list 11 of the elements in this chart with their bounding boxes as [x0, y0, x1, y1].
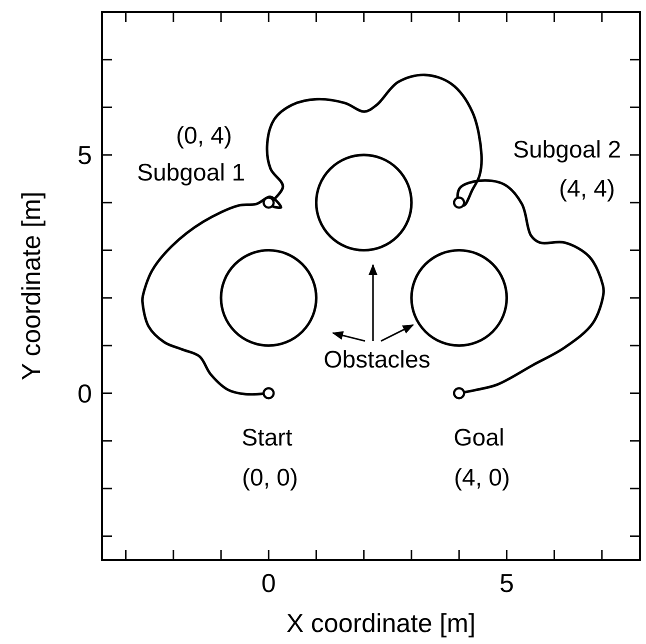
annotation: (0, 0) — [242, 464, 298, 492]
annotation: Goal — [454, 424, 504, 452]
annotation: (0, 4) — [176, 122, 232, 150]
annotation: (4, 4) — [558, 175, 616, 202]
y-axis-title: Y coordinate [m] — [16, 192, 46, 380]
annotation: Subgoal 2 — [512, 136, 622, 164]
annotation: Obstacles — [324, 346, 430, 374]
annotation: Start — [242, 424, 293, 452]
x-axis-title: X coordinate [m] — [286, 608, 476, 638]
annotation: (4, 0) — [454, 464, 510, 492]
annotation: Subgoal 1 — [136, 159, 246, 186]
